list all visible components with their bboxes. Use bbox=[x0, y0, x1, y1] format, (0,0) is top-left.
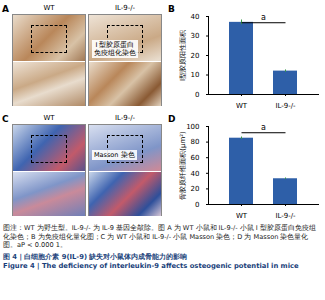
html-text:D: D bbox=[168, 114, 176, 124]
svg-text:20: 20 bbox=[191, 52, 200, 60]
svg-text:30: 30 bbox=[191, 32, 200, 40]
html-text:图 4 | 白细胞介素 9(IL-9) 缺失对小鼠体内成骨能: 图 4 | 白细胞介素 9(IL-9) 缺失对小鼠体内成骨能力的影响 bbox=[3, 252, 188, 261]
svg-text:IL-9-/-: IL-9-/- bbox=[275, 102, 296, 110]
svg-text:骨胶原纤维面积(μm²): 骨胶原纤维面积(μm²) bbox=[179, 131, 187, 200]
html-text:Figure 4 | The deficiency of i: Figure 4 | The deficiency of interleukin… bbox=[3, 261, 299, 270]
html-text:WT: WT bbox=[43, 4, 55, 12]
svg-text:80: 80 bbox=[191, 138, 200, 146]
svg-text:0: 0 bbox=[195, 201, 199, 209]
svg-text:20: 20 bbox=[191, 185, 200, 193]
html-text:A: A bbox=[2, 4, 9, 14]
html-text:免疫组化染色: 免疫组化染色 bbox=[94, 49, 136, 57]
svg-text:40: 40 bbox=[191, 170, 200, 178]
svg-text:IL-9-/-: IL-9-/- bbox=[275, 212, 296, 220]
html-text:WT: WT bbox=[43, 114, 55, 122]
html-text:图注：WT 为野生型。IL-9-/- 为 IL-9 基因全敲: 图注：WT 为野生型。IL-9-/- 为 IL-9 基因全敲除。图 A 为 WT… bbox=[3, 224, 316, 250]
html-text:IL-9-/-: IL-9-/- bbox=[114, 114, 136, 122]
html-text:I 型胶原蛋白: I 型胶原蛋白 bbox=[95, 41, 135, 49]
html-text:IL-9-/-: IL-9-/- bbox=[114, 4, 136, 12]
svg-text:10: 10 bbox=[191, 71, 200, 79]
svg-text:WT: WT bbox=[236, 212, 248, 220]
html-text:C: C bbox=[2, 114, 9, 124]
html-text:B: B bbox=[168, 4, 175, 14]
html-text:Masson 染色: Masson 染色 bbox=[94, 151, 135, 159]
svg-text:Ⅰ型胶原阳性面积: Ⅰ型胶原阳性面积 bbox=[179, 30, 187, 81]
svg-text:60: 60 bbox=[191, 154, 200, 162]
svg-text:a: a bbox=[261, 13, 266, 22]
svg-text:a: a bbox=[261, 123, 266, 132]
svg-text:0: 0 bbox=[195, 91, 199, 99]
svg-text:100: 100 bbox=[186, 123, 199, 131]
svg-text:WT: WT bbox=[236, 102, 248, 110]
svg-text:40: 40 bbox=[191, 13, 200, 21]
